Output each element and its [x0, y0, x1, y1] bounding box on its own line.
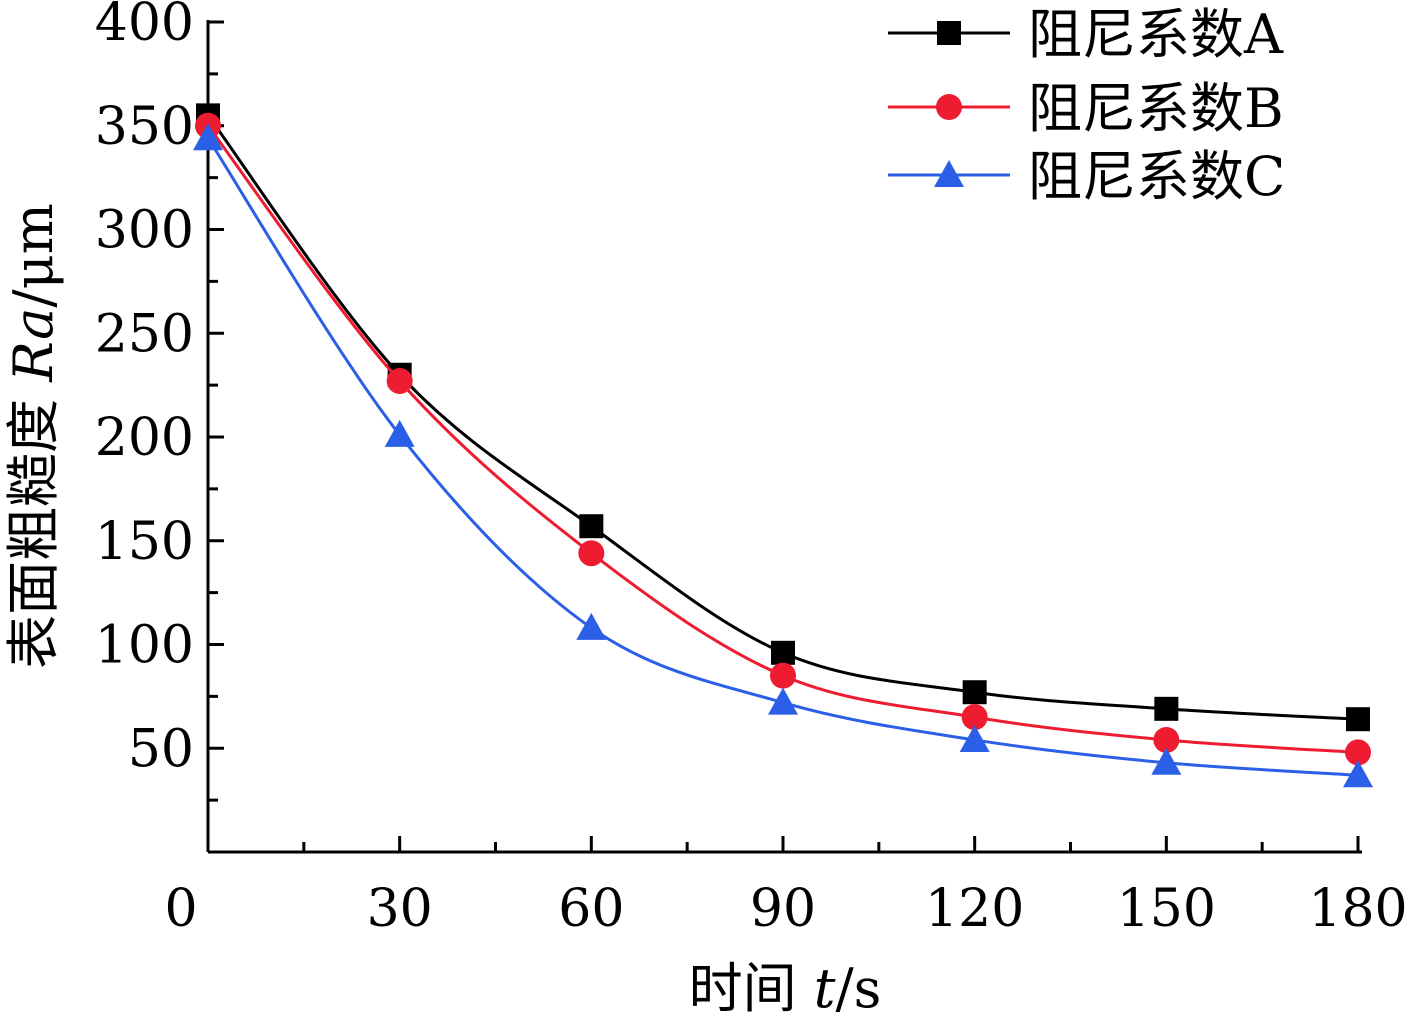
legend-marker-circle [936, 94, 962, 120]
data-point-square [962, 680, 987, 705]
data-point-triangle [959, 724, 990, 752]
data-point-square [1154, 696, 1179, 721]
x-tick-label: 0 [164, 879, 197, 939]
legend-label: 阻尼系数C [1028, 145, 1285, 208]
data-point-triangle [1343, 760, 1373, 788]
series-group [195, 112, 1371, 766]
data-point-circle [1345, 739, 1371, 766]
series-group [193, 123, 1373, 788]
data-point-triangle [384, 419, 415, 447]
y-tick-label: 200 [95, 408, 194, 468]
data-point-circle [578, 540, 605, 567]
legend-item: 阻尼系数B [888, 77, 1284, 140]
x-tick-label: 180 [1308, 879, 1406, 939]
legend-item: 阻尼系数C [888, 145, 1285, 208]
data-point-circle [770, 662, 796, 689]
data-point-triangle [768, 687, 798, 715]
y-tick-label: 50 [128, 719, 194, 779]
x-tick-label: 60 [558, 879, 624, 939]
data-point-circle [386, 367, 413, 394]
x-axis-ticks: 0 30 60 90 120 150 180 [164, 836, 1406, 939]
data-point-triangle [1151, 747, 1182, 775]
x-axis-title: 时间 t/s [689, 957, 882, 1015]
data-point-triangle [193, 123, 223, 151]
y-tick-label: 250 [95, 304, 194, 364]
legend-item: 阻尼系数A [888, 3, 1284, 66]
data-point-triangle [576, 612, 607, 640]
y-tick-label: 350 [95, 97, 194, 157]
legend-marker-square [937, 21, 961, 45]
y-axis-ticks: 50 100 150 200 250 300 350 400 [95, 0, 224, 802]
x-tick-label: 150 [1117, 879, 1216, 939]
x-tick-label: 90 [750, 879, 816, 939]
series-layer [193, 103, 1373, 788]
y-tick-label: 100 [95, 616, 194, 676]
y-tick-label: 400 [95, 0, 194, 53]
y-axis-title: 表面粗糙度 Ra/μm [2, 203, 65, 669]
legend-label: 阻尼系数B [1028, 77, 1284, 140]
x-tick-label: 120 [925, 879, 1024, 939]
legend-label: 阻尼系数A [1028, 3, 1284, 66]
data-point-square [771, 640, 795, 665]
data-point-circle [1153, 726, 1180, 753]
y-tick-label: 300 [95, 201, 194, 261]
data-point-square [1346, 707, 1370, 732]
x-tick-label: 30 [367, 879, 433, 939]
data-point-circle [961, 704, 988, 731]
y-tick-label: 150 [95, 512, 194, 572]
data-point-square [579, 514, 604, 539]
legend-marker-triangle [934, 160, 964, 187]
